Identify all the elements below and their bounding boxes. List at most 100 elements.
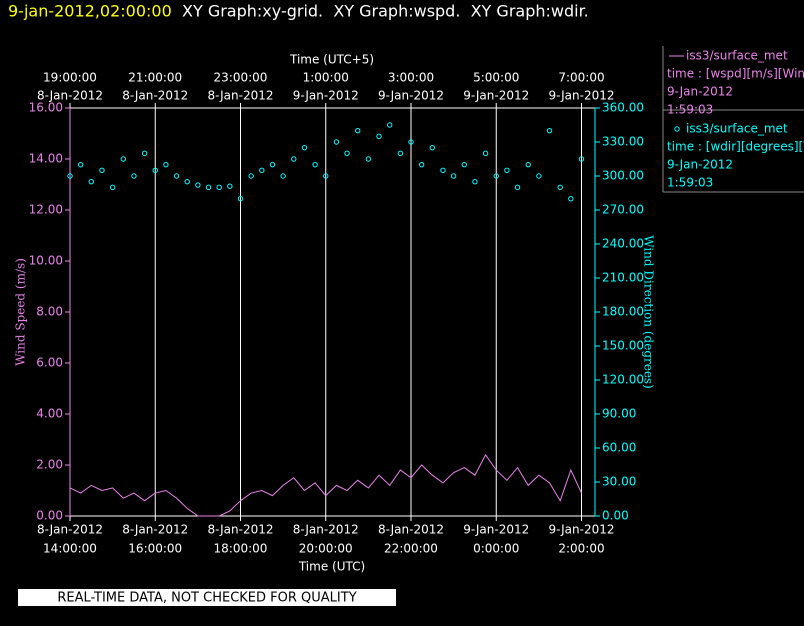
x-tick-label: 16:00:00 xyxy=(128,542,182,556)
legend-detail: 1:59:03 xyxy=(667,176,713,190)
legend-detail: 9-Jan-2012 xyxy=(667,85,733,99)
data-point xyxy=(301,144,308,151)
x-tick-label: 18:00:00 xyxy=(214,542,268,556)
x-axis-title: Time (UTC) xyxy=(298,560,365,574)
y2-tick-label: 330.00 xyxy=(602,135,644,149)
x2-tick-label: 3:00:00 xyxy=(388,71,434,85)
x-tick-label: 9-Jan-2012 xyxy=(463,523,529,537)
data-point xyxy=(536,173,542,179)
y-axis-title: Wind Speed (m/s) xyxy=(14,258,28,366)
x2-tick-label: 5:00:00 xyxy=(473,71,519,85)
x2-tick-label: 21:00:00 xyxy=(128,71,182,85)
data-point xyxy=(568,195,574,202)
data-point xyxy=(355,127,361,134)
legend-detail: time : [wspd][m/s][Wind xyxy=(667,67,804,81)
data-point xyxy=(323,173,329,179)
y-tick-label: 6.00 xyxy=(36,356,63,370)
y-tick-label: 0.00 xyxy=(36,509,63,523)
legend-label: iss3/surface_met xyxy=(686,49,788,63)
data-point xyxy=(440,167,446,174)
data-point xyxy=(525,161,531,168)
data-point xyxy=(418,161,425,168)
legend-label: iss3/surface_met xyxy=(686,122,788,136)
y2-tick-label: 360.00 xyxy=(602,101,644,115)
y-tick-label: 4.00 xyxy=(36,407,63,421)
data-point xyxy=(546,127,553,134)
legend-symbol xyxy=(674,126,680,132)
data-point xyxy=(152,167,158,174)
x-top-axis-title: Time (UTC+5) xyxy=(289,53,374,67)
data-point xyxy=(291,156,297,162)
x-tick-label: 8-Jan-2012 xyxy=(293,523,359,537)
x-tick-label: 9-Jan-2012 xyxy=(549,523,615,537)
y-tick-label: 12.00 xyxy=(29,203,63,217)
x-tick-label: 8-Jan-2012 xyxy=(378,523,444,537)
x2-tick-label: 19:00:00 xyxy=(43,71,97,85)
data-point xyxy=(461,161,467,168)
x2-tick-label: 8-Jan-2012 xyxy=(37,89,103,103)
data-point xyxy=(450,173,457,179)
data-point xyxy=(429,144,436,151)
x2-tick-label: 9-Jan-2012 xyxy=(293,89,359,103)
data-point xyxy=(259,167,265,174)
data-point xyxy=(557,184,563,191)
y2-tick-label: 240.00 xyxy=(602,237,644,251)
data-point xyxy=(248,173,254,179)
x-tick-label: 14:00:00 xyxy=(43,542,97,556)
data-point xyxy=(184,178,190,185)
y2-tick-label: 180.00 xyxy=(602,305,644,319)
y2-tick-label: 120.00 xyxy=(602,373,644,387)
data-point xyxy=(205,184,212,191)
data-point xyxy=(493,173,499,179)
x2-tick-label: 23:00:00 xyxy=(214,71,268,85)
data-point xyxy=(67,173,73,179)
y-tick-label: 16.00 xyxy=(29,101,63,115)
data-point xyxy=(376,133,382,140)
header-time: 9-jan-2012,02:00:00 xyxy=(8,2,172,21)
data-point xyxy=(386,122,393,128)
data-point xyxy=(280,173,286,179)
y-tick-label: 14.00 xyxy=(29,152,63,166)
x-tick-label: 8-Jan-2012 xyxy=(122,523,188,537)
y-tick-label: 2.00 xyxy=(36,458,63,472)
y2-tick-label: 90.00 xyxy=(602,407,636,421)
data-point xyxy=(109,184,116,191)
x2-tick-label: 7:00:00 xyxy=(558,71,604,85)
footer-box xyxy=(18,589,396,606)
data-point xyxy=(120,156,126,162)
data-point xyxy=(163,161,169,168)
y2-tick-label: 0.00 xyxy=(602,509,629,523)
y2-tick-label: 150.00 xyxy=(602,339,644,353)
y-tick-label: 8.00 xyxy=(36,305,63,319)
y-tick-label: 10.00 xyxy=(29,254,63,268)
data-point xyxy=(312,161,318,168)
data-point xyxy=(227,183,233,189)
x-tick-label: 8-Jan-2012 xyxy=(37,523,103,537)
data-point xyxy=(99,167,105,174)
data-point xyxy=(504,167,510,174)
data-point xyxy=(141,150,148,157)
data-point xyxy=(269,161,276,168)
data-point xyxy=(397,150,404,157)
x-tick-label: 22:00:00 xyxy=(384,542,438,556)
x2-tick-label: 1:00:00 xyxy=(303,71,349,85)
y2-tick-label: 30.00 xyxy=(602,475,636,489)
data-point xyxy=(173,173,180,179)
x-tick-label: 8-Jan-2012 xyxy=(208,523,274,537)
x2-tick-label: 9-Jan-2012 xyxy=(378,89,444,103)
footer: REAL-TIME DATA, NOT CHECKED FOR QUALITY xyxy=(57,591,356,606)
data-line xyxy=(69,453,582,517)
data-point xyxy=(578,156,585,162)
data-point xyxy=(216,184,222,191)
data-point xyxy=(333,139,340,145)
y2-tick-label: 270.00 xyxy=(602,203,644,217)
data-point xyxy=(365,156,372,162)
data-point xyxy=(88,178,95,185)
data-point xyxy=(131,173,137,179)
y2-tick-label: 60.00 xyxy=(602,441,636,455)
data-point xyxy=(237,195,244,202)
data-point xyxy=(77,161,84,168)
